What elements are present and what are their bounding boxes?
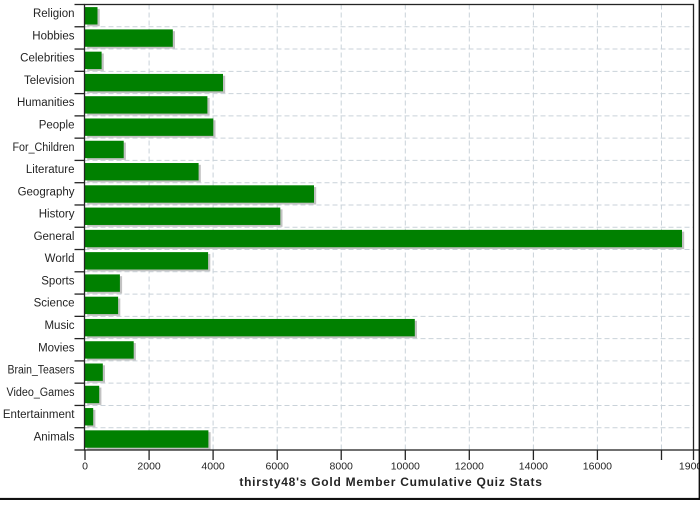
- svg-text:14000: 14000: [519, 461, 548, 473]
- svg-text:4000: 4000: [201, 461, 225, 473]
- svg-text:Celebrities: Celebrities: [20, 53, 75, 65]
- svg-text:Science: Science: [34, 298, 75, 310]
- svg-text:2000: 2000: [137, 461, 161, 473]
- svg-text:Television: Television: [24, 75, 75, 87]
- svg-text:People: People: [39, 120, 75, 132]
- svg-text:Literature: Literature: [26, 164, 75, 176]
- svg-text:Movies: Movies: [38, 342, 75, 354]
- svg-text:Music: Music: [44, 320, 74, 332]
- svg-text:Geography: Geography: [18, 186, 75, 198]
- svg-text:Video_Games: Video_Games: [7, 387, 75, 399]
- svg-text:6000: 6000: [266, 461, 290, 473]
- svg-text:Brain_Teasers: Brain_Teasers: [8, 365, 75, 377]
- svg-text:thirsty48's Gold Member Cumula: thirsty48's Gold Member Cumulative Quiz …: [239, 475, 542, 489]
- svg-text:Entertainment: Entertainment: [3, 409, 75, 421]
- svg-text:General: General: [34, 231, 75, 243]
- svg-text:Humanities: Humanities: [17, 97, 75, 109]
- svg-text:0: 0: [82, 461, 88, 473]
- svg-text:19000: 19000: [679, 461, 700, 473]
- svg-text:Animals: Animals: [34, 431, 75, 443]
- svg-text:Hobbies: Hobbies: [32, 30, 74, 42]
- svg-text:Sports: Sports: [41, 275, 74, 287]
- svg-text:16000: 16000: [583, 461, 612, 473]
- svg-text:Religion: Religion: [33, 8, 75, 20]
- svg-text:History: History: [39, 209, 75, 221]
- svg-text:World: World: [45, 253, 75, 265]
- svg-text:8000: 8000: [330, 461, 354, 473]
- svg-text:For_Children: For_Children: [13, 142, 75, 154]
- svg-text:10000: 10000: [391, 461, 420, 473]
- svg-text:12000: 12000: [455, 461, 484, 473]
